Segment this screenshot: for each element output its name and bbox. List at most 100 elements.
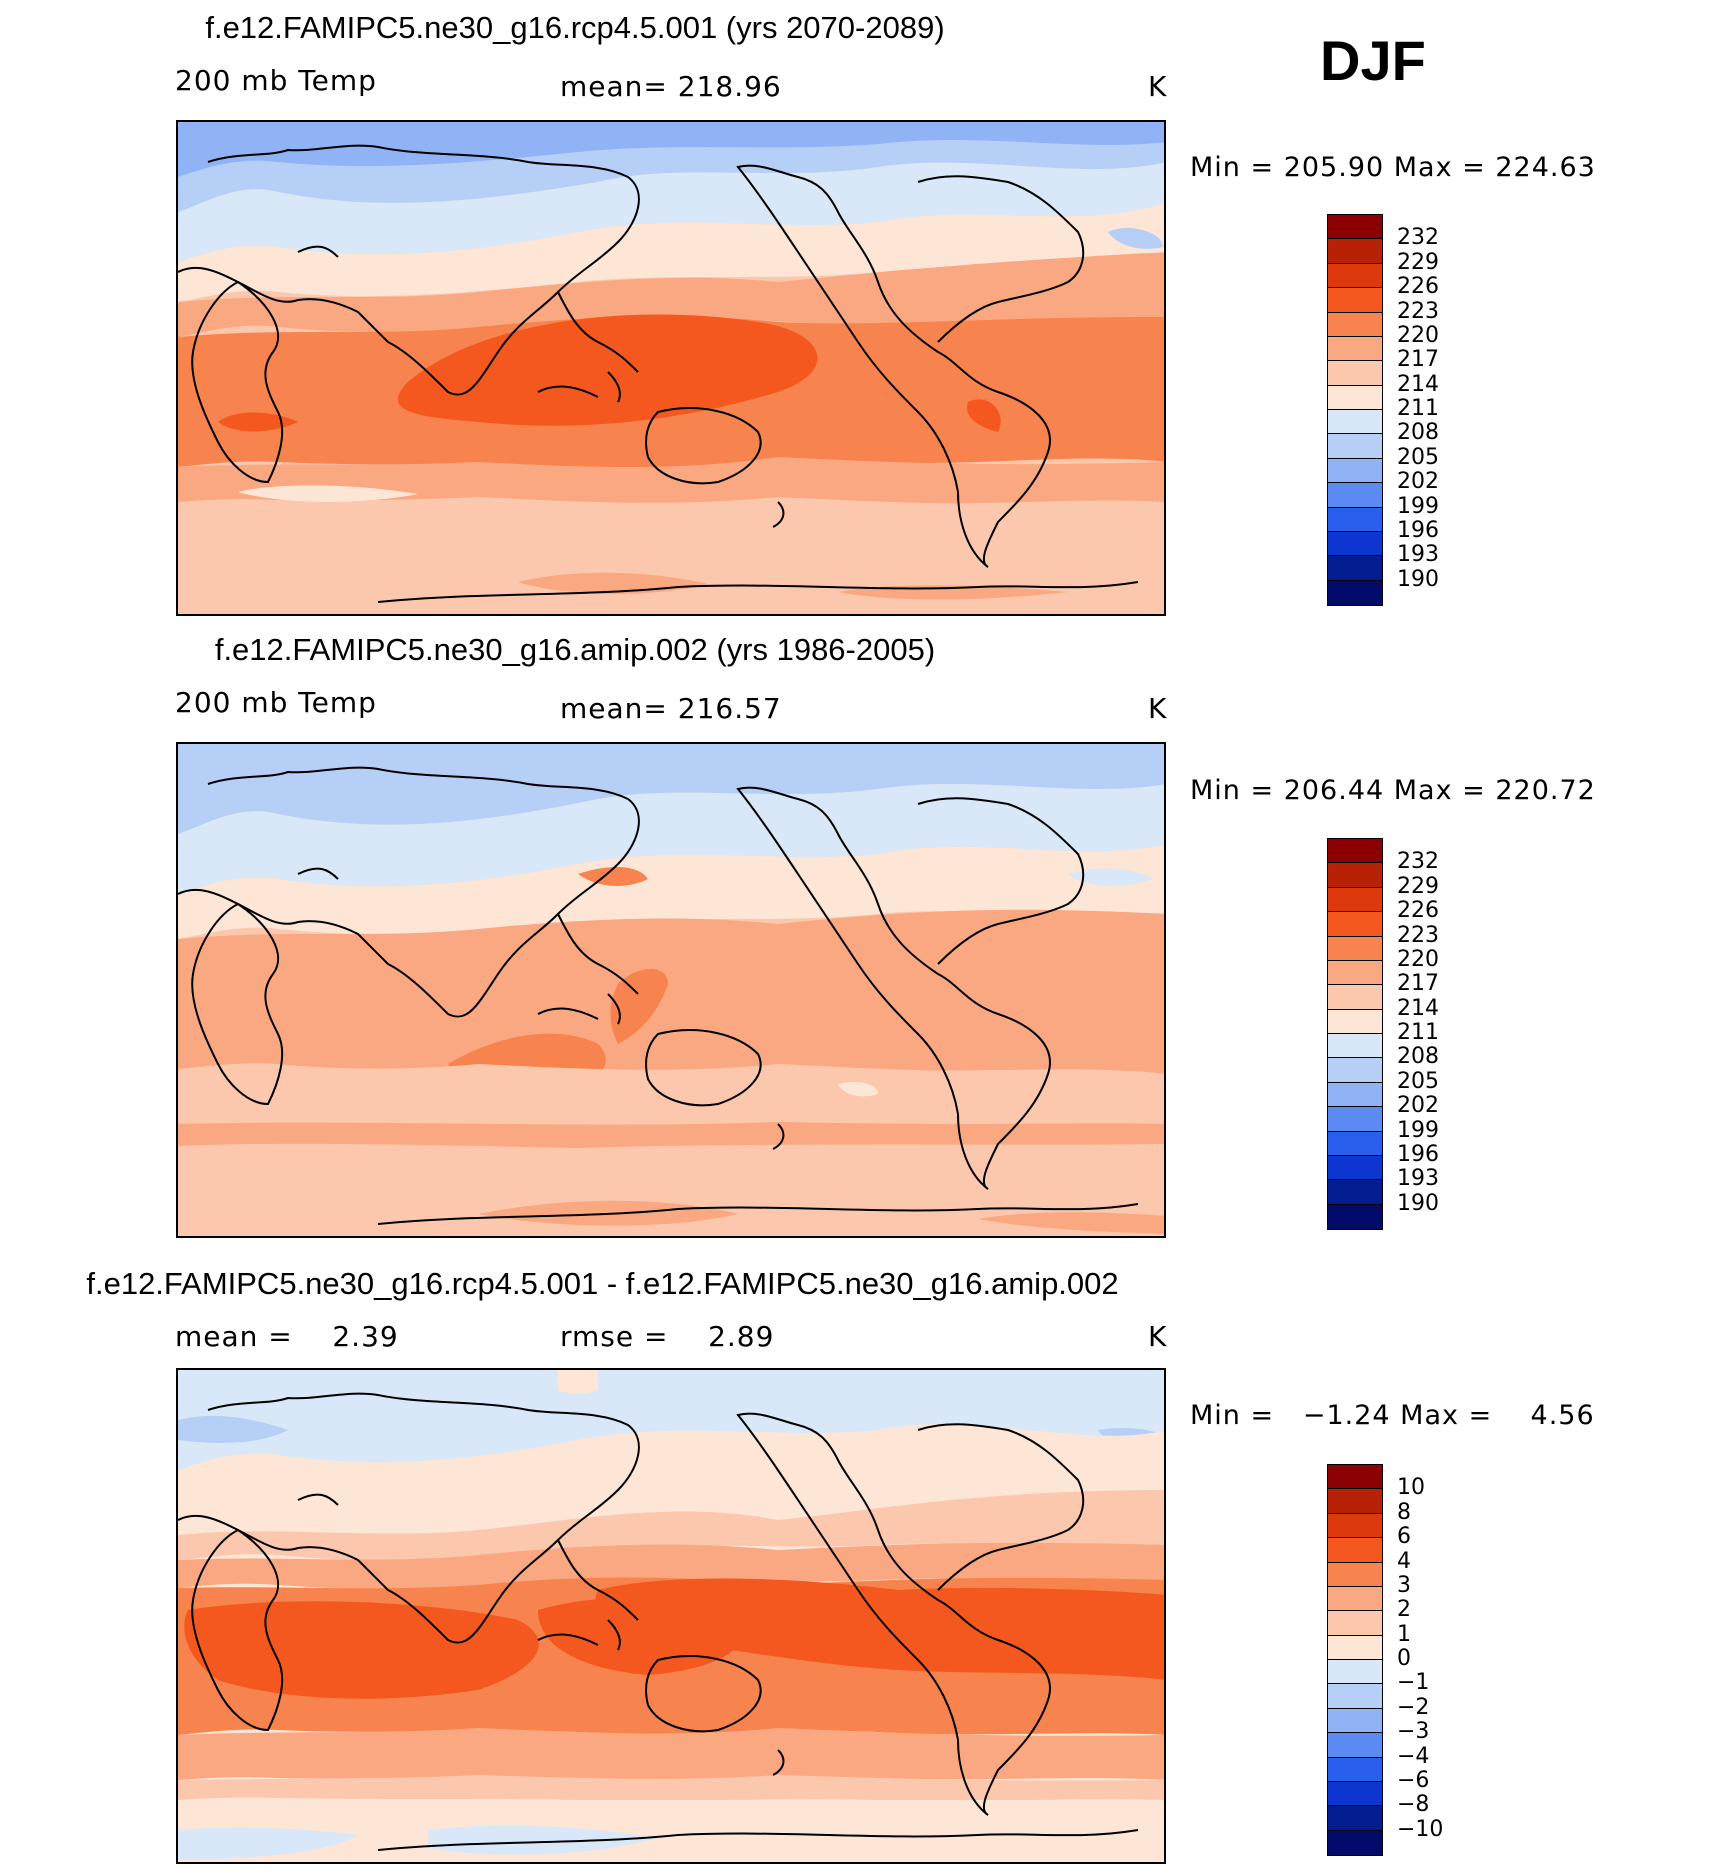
colorbar-box [1328, 336, 1382, 362]
colorbar-label: 214 [1397, 995, 1439, 1021]
colorbar-box [1328, 1009, 1382, 1034]
colorbar-label: 6 [1397, 1524, 1411, 1550]
colorbar-box [1328, 887, 1382, 913]
colorbar-label: 214 [1397, 371, 1439, 397]
colorbar-box [1328, 531, 1382, 557]
colorbar-label: 226 [1397, 898, 1439, 924]
colorbar-box [1328, 1684, 1382, 1709]
colorbar-label: 0 [1397, 1646, 1411, 1671]
panel-1-mean-label: mean= 218.96 [560, 70, 782, 103]
colorbar-label: 208 [1397, 1044, 1439, 1070]
panel-2-contour-map [178, 744, 1164, 1236]
panel-2-map [176, 742, 1166, 1238]
colorbar-label: 229 [1397, 873, 1439, 899]
colorbar-box [1328, 1586, 1382, 1612]
colorbar-label: 199 [1397, 493, 1439, 519]
colorbar-label: 205 [1397, 1068, 1439, 1094]
colorbar-label: 193 [1397, 1166, 1439, 1192]
colorbar-box [1328, 215, 1382, 240]
colorbar-box [1328, 1733, 1382, 1758]
colorbar-label: 193 [1397, 542, 1439, 568]
colorbar-label: 1 [1397, 1621, 1411, 1647]
colorbar-box [1328, 1660, 1382, 1685]
colorbar-label: 196 [1397, 517, 1439, 543]
panel-1-units-label: K [1148, 70, 1168, 103]
colorbar-box [1328, 263, 1382, 289]
colorbar-box [1328, 580, 1382, 605]
colorbar-label: 190 [1397, 566, 1439, 592]
colorbar-label: 220 [1397, 322, 1439, 348]
panel-1-variable-label: 200 mb Temp [175, 64, 377, 97]
colorbar-label: 223 [1397, 298, 1439, 324]
colorbar-label: −10 [1397, 1816, 1444, 1842]
panel-3-title: f.e12.FAMIPC5.ne30_g16.rcp4.5.001 - f.e1… [86, 1266, 1119, 1301]
colorbar-label: −1 [1397, 1670, 1430, 1696]
season-label: DJF [1320, 29, 1426, 92]
colorbar-label: 196 [1397, 1141, 1439, 1167]
colorbar-label: 202 [1397, 469, 1439, 495]
colorbar-label: 211 [1397, 396, 1439, 421]
colorbar-label: 205 [1397, 444, 1439, 470]
colorbar-box [1328, 1465, 1382, 1490]
colorbar-box [1328, 1781, 1382, 1807]
panel-2-title: f.e12.FAMIPC5.ne30_g16.amip.002 (yrs 198… [214, 632, 936, 667]
panel-2-colorbar [1327, 838, 1383, 1230]
colorbar-box [1328, 1513, 1382, 1539]
colorbar-box [1328, 361, 1382, 386]
panel-3-minmax-label: Min = −1.24 Max = 4.56 [1190, 1400, 1595, 1431]
colorbar-label: 220 [1397, 946, 1439, 972]
panel-1-colorbar [1327, 214, 1383, 606]
colorbar-label: 4 [1397, 1548, 1411, 1574]
colorbar-box [1328, 1538, 1382, 1563]
panel-3-units-label: K [1148, 1320, 1168, 1353]
colorbar-label: 208 [1397, 420, 1439, 446]
colorbar-box [1328, 458, 1382, 484]
panel-2-units-label: K [1148, 692, 1168, 725]
panel-1-minmax-label: Min = 205.90 Max = 224.63 [1190, 152, 1596, 183]
panel-3-rmse-label: rmse = 2.89 [560, 1320, 775, 1353]
panel-1-map [176, 120, 1166, 616]
colorbar-label: −2 [1397, 1694, 1430, 1720]
colorbar-box [1328, 1562, 1382, 1587]
colorbar-box [1328, 960, 1382, 986]
colorbar-box [1328, 1806, 1382, 1831]
colorbar-box [1328, 1757, 1382, 1782]
colorbar-label: 199 [1397, 1117, 1439, 1143]
colorbar-box [1328, 239, 1382, 264]
colorbar-box [1328, 1635, 1382, 1660]
panel-3-map [176, 1368, 1166, 1864]
colorbar-label: 8 [1397, 1499, 1411, 1525]
colorbar-box [1328, 1107, 1382, 1132]
colorbar-label: 229 [1397, 249, 1439, 275]
panel-2-variable-label: 200 mb Temp [175, 686, 377, 719]
panel-3-mean-label: mean = 2.39 [175, 1320, 399, 1353]
colorbar-label: 10 [1397, 1475, 1425, 1501]
colorbar-box [1328, 1058, 1382, 1083]
colorbar-label: 3 [1397, 1572, 1411, 1598]
panel-1-title: f.e12.FAMIPC5.ne30_g16.rcp4.5.001 (yrs 2… [205, 10, 945, 45]
colorbar-label: 217 [1397, 971, 1439, 997]
colorbar-label: 232 [1397, 849, 1439, 875]
colorbar-box [1328, 385, 1382, 410]
colorbar-box [1328, 556, 1382, 581]
colorbar-box [1328, 1180, 1382, 1205]
colorbar-box [1328, 1155, 1382, 1181]
panel-3-contour-map [178, 1370, 1164, 1862]
colorbar-label: 211 [1397, 1020, 1439, 1045]
colorbar-box [1328, 288, 1382, 313]
colorbar-box [1328, 912, 1382, 937]
colorbar-box [1328, 1131, 1382, 1156]
colorbar-label: 2 [1397, 1597, 1411, 1623]
colorbar-box [1328, 1489, 1382, 1514]
colorbar-box [1328, 863, 1382, 888]
colorbar-box [1328, 1611, 1382, 1636]
colorbar-box [1328, 1034, 1382, 1059]
colorbar-box [1328, 839, 1382, 864]
colorbar-box [1328, 985, 1382, 1010]
colorbar-label: 190 [1397, 1190, 1439, 1216]
colorbar-label: 217 [1397, 347, 1439, 373]
panel-2-minmax-label: Min = 206.44 Max = 220.72 [1190, 775, 1596, 806]
colorbar-box [1328, 434, 1382, 459]
colorbar-box [1328, 1082, 1382, 1108]
colorbar-box [1328, 1708, 1382, 1734]
